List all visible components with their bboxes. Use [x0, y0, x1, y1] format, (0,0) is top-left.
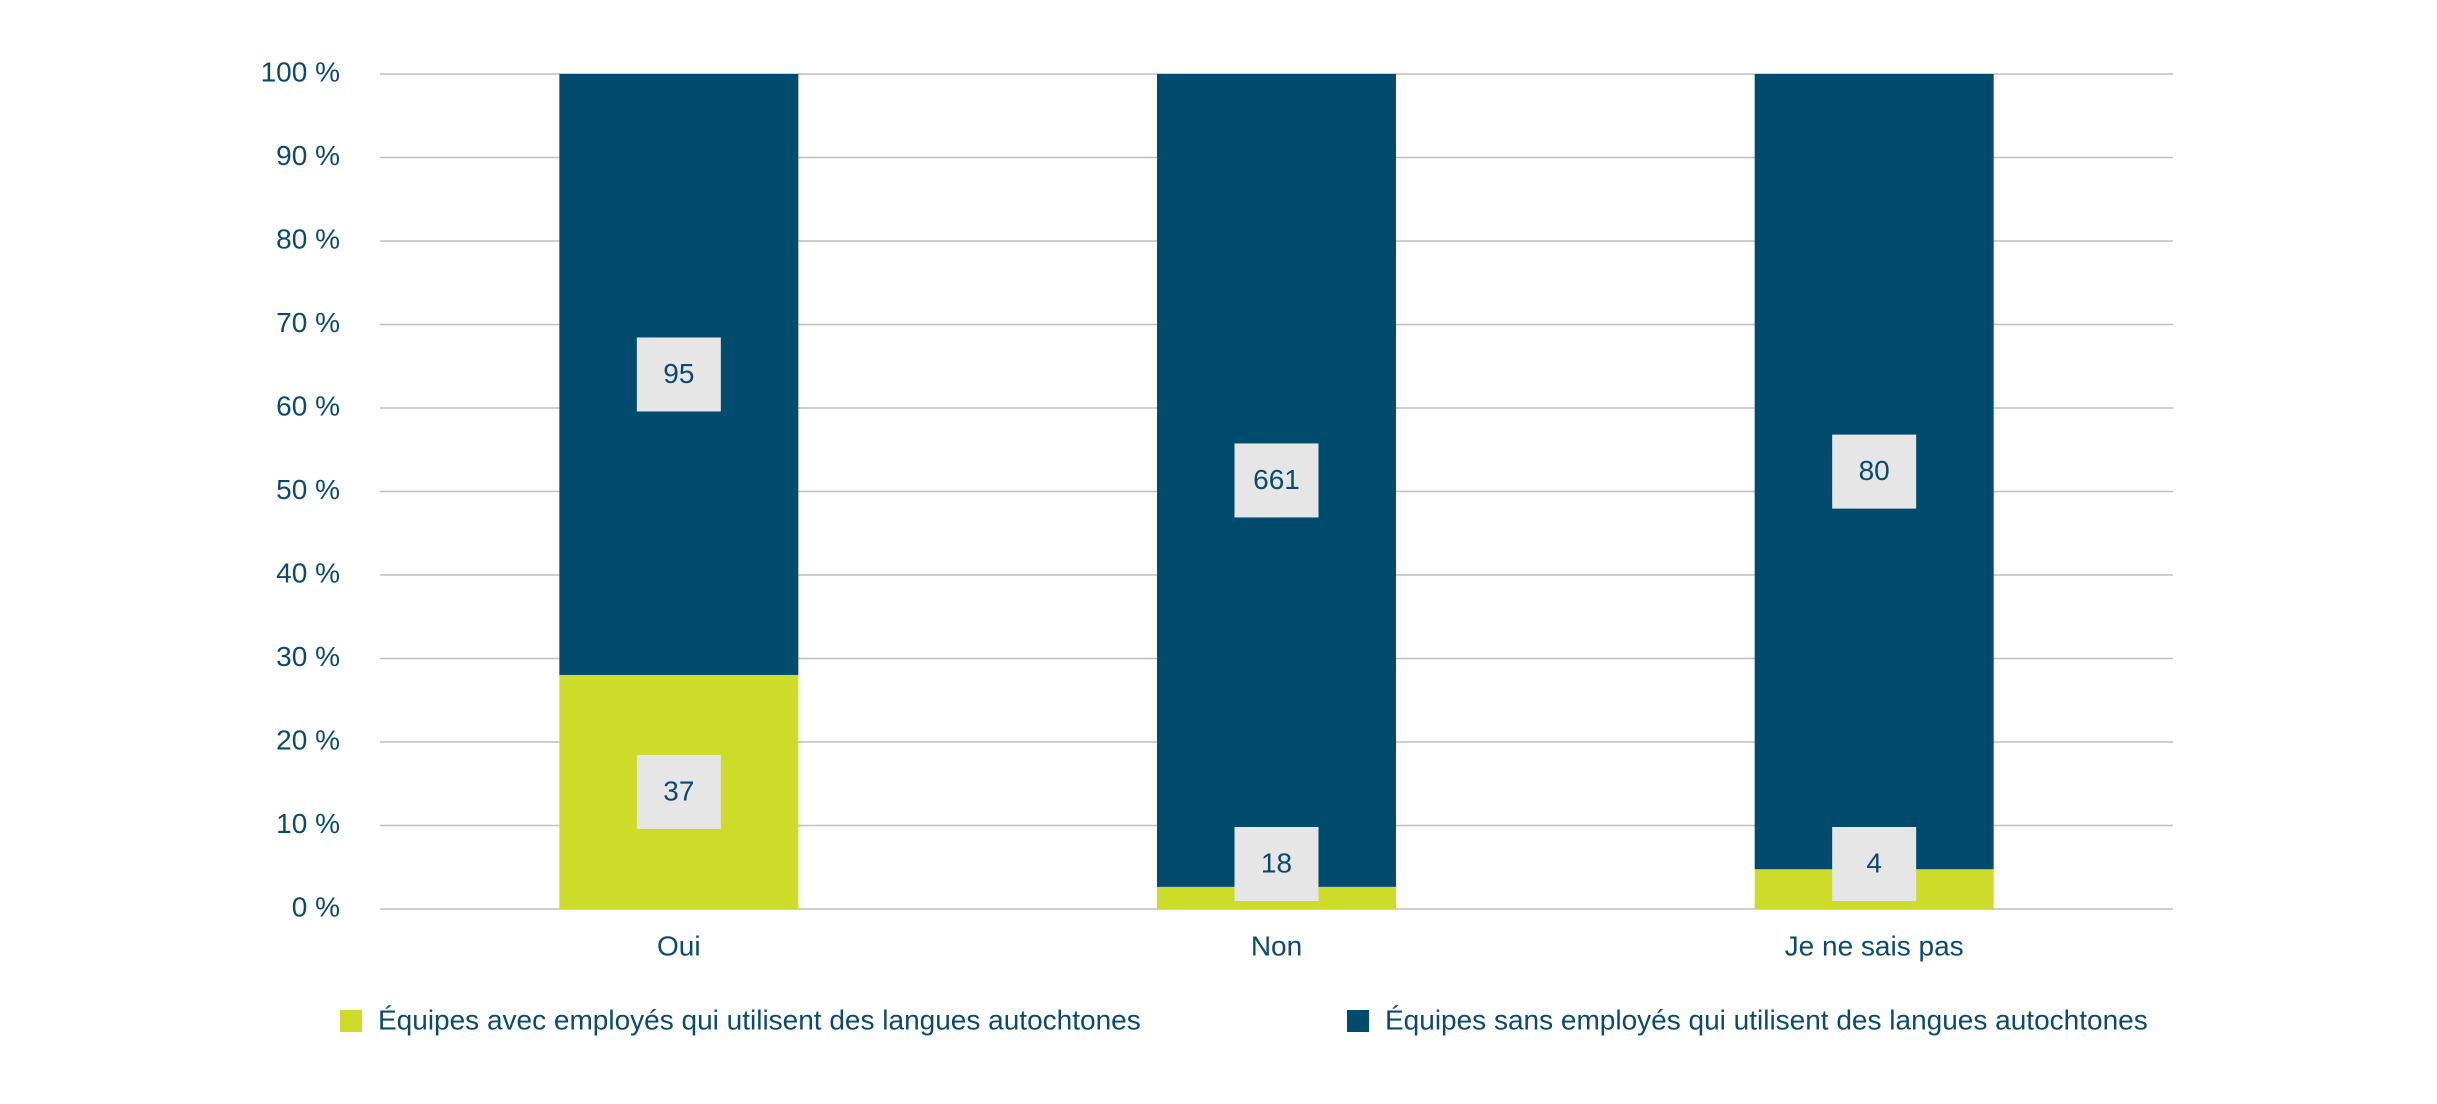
data-label-box	[1234, 827, 1319, 901]
data-label-box	[636, 337, 721, 412]
y-tick-label: 100 %	[261, 56, 340, 87]
y-tick-label: 60 %	[276, 390, 340, 421]
legend-label: Équipes avec employés qui utilisent des …	[378, 1004, 1141, 1035]
x-tick-label: Non	[1251, 930, 1302, 961]
data-label: 37	[663, 775, 694, 806]
y-tick-label: 30 %	[276, 641, 340, 672]
data-label-box	[1234, 443, 1319, 518]
data-label: 95	[663, 358, 694, 389]
x-tick-label: Oui	[657, 930, 701, 961]
legend-swatch	[340, 1010, 362, 1032]
data-label: 661	[1253, 464, 1300, 495]
data-label-box	[1832, 827, 1917, 901]
y-tick-label: 40 %	[276, 557, 340, 588]
legend-swatch	[1347, 1010, 1369, 1032]
y-tick-label: 80 %	[276, 223, 340, 254]
data-label-box	[1832, 434, 1917, 509]
y-tick-label: 70 %	[276, 307, 340, 338]
x-tick-label: Je ne sais pas	[1785, 930, 1964, 961]
y-tick-label: 20 %	[276, 724, 340, 755]
y-tick-label: 50 %	[276, 474, 340, 505]
data-label: 4	[1866, 847, 1882, 878]
data-label: 18	[1261, 847, 1292, 878]
legend-label: Équipes sans employés qui utilisent des …	[1385, 1004, 2148, 1035]
data-label-box	[636, 754, 721, 829]
y-tick-label: 10 %	[276, 808, 340, 839]
data-label: 80	[1859, 455, 1890, 486]
y-tick-label: 0 %	[292, 891, 340, 922]
y-tick-label: 90 %	[276, 140, 340, 171]
